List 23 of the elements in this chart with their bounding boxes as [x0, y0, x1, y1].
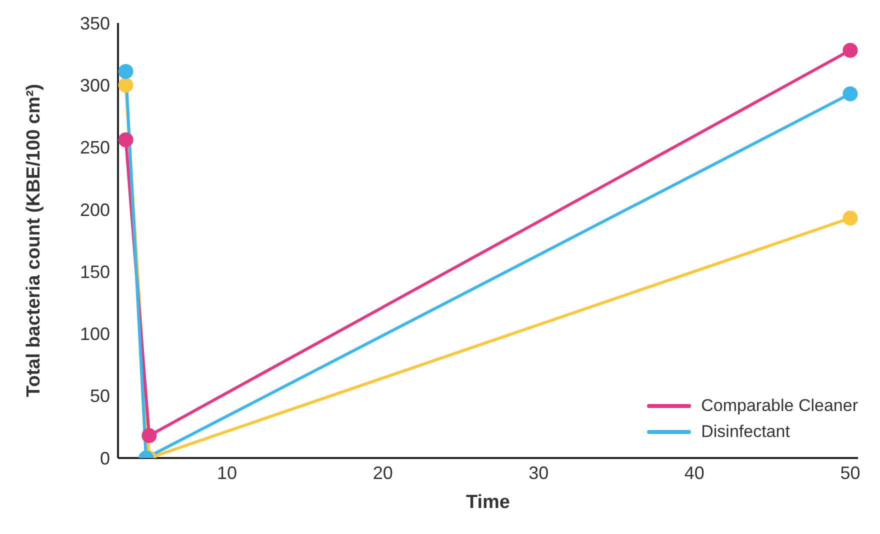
point [118, 132, 134, 148]
y-tick-label: 150 [80, 262, 110, 282]
y-tick-label: 350 [80, 13, 110, 34]
x-axis-title: Time [466, 492, 510, 513]
y-tick-label: 300 [80, 76, 110, 96]
y-tick-label: 200 [80, 200, 110, 220]
y-tick-label: 100 [80, 324, 110, 344]
x-tick-label: 10 [217, 462, 238, 483]
point [118, 78, 134, 93]
y-tick-label: 0 [100, 448, 110, 468]
legend-label: Disinfectant [701, 422, 790, 442]
point [842, 42, 858, 58]
x-tick-label: 30 [528, 462, 549, 483]
x-tick-label: 20 [372, 462, 393, 483]
x-tick-label: 50 [840, 462, 860, 483]
legend-label: Comparable Cleaner [701, 396, 858, 416]
point [842, 210, 858, 226]
x-tick-label: 40 [684, 462, 704, 483]
y-tick-label: 50 [90, 386, 110, 406]
y-tick-label: 250 [80, 138, 110, 158]
point [118, 64, 134, 79]
point [842, 86, 858, 102]
y-axis-title: Total bacteria count (KBE/100 cm²) [24, 84, 45, 398]
